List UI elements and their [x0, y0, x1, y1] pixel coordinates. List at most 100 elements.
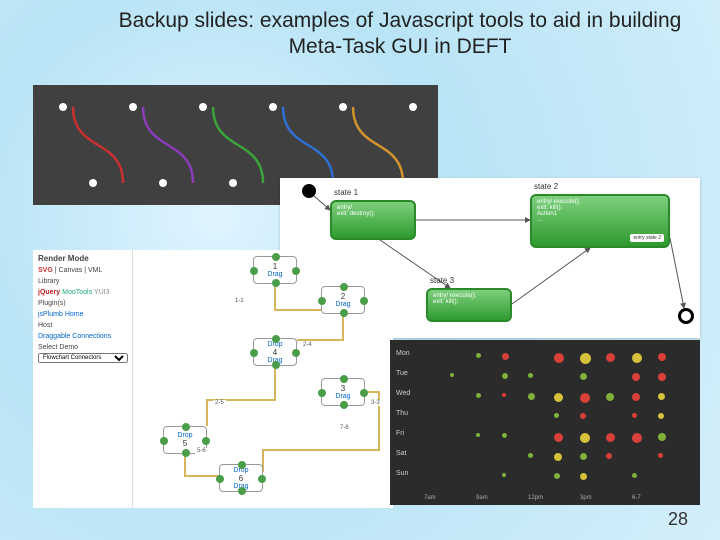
- punch-dot: [502, 353, 509, 360]
- anchor-icon[interactable]: [292, 349, 300, 357]
- jsplumb-node[interactable]: 2Drag: [321, 286, 365, 314]
- punch-dot: [554, 473, 560, 479]
- state-box[interactable]: entry/ execute();exit: kill();: [426, 288, 512, 322]
- anchor-icon[interactable]: [160, 437, 168, 445]
- edge-label: 7-6: [338, 425, 351, 431]
- anchor-icon[interactable]: [340, 309, 348, 317]
- punch-dot: [658, 353, 666, 361]
- anchor-icon[interactable]: [292, 267, 300, 275]
- jsplumb-demo-panel: Render Mode SVG | Canvas | VML Library j…: [33, 250, 393, 508]
- punch-dot: [632, 433, 642, 443]
- drag-label: Drag: [267, 271, 282, 278]
- punch-dot: [658, 453, 663, 458]
- drop-label: Drop: [177, 432, 192, 439]
- punch-dot: [580, 373, 587, 380]
- anchor-icon[interactable]: [360, 297, 368, 305]
- anchor-icon[interactable]: [272, 335, 280, 343]
- punch-dot: [580, 353, 591, 364]
- punch-dot: [658, 373, 666, 381]
- edge-label: 2-4: [301, 342, 314, 348]
- punch-dot: [554, 413, 559, 418]
- anchor-icon[interactable]: [360, 389, 368, 397]
- time-label: 12pm: [528, 495, 543, 501]
- punch-dot: [632, 353, 642, 363]
- jsplumb-node[interactable]: 1Drag: [253, 256, 297, 284]
- punch-dot: [580, 453, 587, 460]
- anchor-icon[interactable]: [318, 297, 326, 305]
- punch-dot: [606, 453, 612, 459]
- node-number: 4: [273, 348, 277, 357]
- day-label: Tue: [396, 370, 408, 377]
- anchor-icon[interactable]: [318, 389, 326, 397]
- punch-dot: [554, 393, 563, 402]
- punch-dot: [528, 393, 535, 400]
- punch-dot: [528, 373, 533, 378]
- day-label: Sat: [396, 450, 407, 457]
- anchor-icon[interactable]: [238, 461, 246, 469]
- punch-dot: [580, 413, 586, 419]
- day-label: Sun: [396, 470, 408, 477]
- anchor-icon[interactable]: [182, 423, 190, 431]
- anchor-icon[interactable]: [272, 361, 280, 369]
- sub-state-button[interactable]: entry state 2: [630, 234, 664, 242]
- punch-dot: [580, 473, 587, 480]
- punch-dot: [632, 393, 640, 401]
- punch-dot: [632, 473, 637, 478]
- anchor-icon[interactable]: [272, 279, 280, 287]
- anchor-icon[interactable]: [182, 449, 190, 457]
- state-box[interactable]: entry/ execute();exit: kill();Action1...…: [530, 194, 670, 248]
- state-label: state 3: [430, 276, 454, 285]
- host-link[interactable]: Draggable Connections: [38, 333, 127, 340]
- time-label: 7am: [424, 495, 436, 501]
- edge-label: 1-1: [233, 298, 246, 304]
- punch-dot: [606, 433, 615, 442]
- anchor-icon[interactable]: [202, 437, 210, 445]
- anchor-icon[interactable]: [272, 253, 280, 261]
- punch-dot: [606, 353, 615, 362]
- plugin-link[interactable]: jsPlumb Home: [38, 311, 127, 318]
- state-box[interactable]: entry/exit: destroy();: [330, 200, 416, 240]
- state-label: state 1: [334, 188, 358, 197]
- anchor-icon[interactable]: [216, 475, 224, 483]
- anchor-icon[interactable]: [340, 401, 348, 409]
- lib-yui3[interactable]: YUI3: [94, 289, 110, 296]
- punch-dot: [658, 393, 665, 400]
- jsplumb-node[interactable]: Drop6Drag: [219, 464, 263, 492]
- page-number: 28: [668, 509, 688, 530]
- day-label: Mon: [396, 350, 410, 357]
- jsplumb-node[interactable]: Drop4Drag: [253, 338, 297, 366]
- edge-label: 2-5: [213, 400, 226, 406]
- library-row: jQuery MooTools YUI3: [38, 289, 127, 296]
- jsplumb-node[interactable]: 3Drag: [321, 378, 365, 406]
- anchor-icon[interactable]: [340, 375, 348, 383]
- render-mode-vml[interactable]: VML: [88, 267, 102, 274]
- start-node: [302, 184, 316, 198]
- end-node: [678, 308, 694, 324]
- render-mode-canvas[interactable]: Canvas: [59, 267, 83, 274]
- anchor-icon[interactable]: [250, 349, 258, 357]
- node-number: 6: [239, 474, 243, 483]
- host-label: Host: [38, 322, 127, 329]
- anchor-icon[interactable]: [258, 475, 266, 483]
- render-mode-row: SVG | Canvas | VML: [38, 267, 127, 274]
- anchor-icon[interactable]: [340, 283, 348, 291]
- punch-dot: [450, 373, 454, 377]
- punch-dot: [476, 433, 480, 437]
- punch-dot: [502, 373, 508, 379]
- punch-dot: [528, 453, 533, 458]
- punch-dot: [554, 453, 562, 461]
- node-number: 3: [341, 384, 345, 393]
- jsplumb-sidebar: Render Mode SVG | Canvas | VML Library j…: [33, 250, 133, 508]
- lib-mootools[interactable]: MooTools: [62, 289, 92, 296]
- day-label: Fri: [396, 430, 404, 437]
- punch-dot: [606, 393, 614, 401]
- slide-title: Backup slides: examples of Javascript to…: [110, 8, 690, 61]
- punch-dot: [476, 393, 481, 398]
- anchor-icon[interactable]: [238, 487, 246, 495]
- punch-dot: [502, 393, 506, 397]
- render-mode-svg[interactable]: SVG: [38, 267, 53, 274]
- anchor-icon[interactable]: [250, 267, 258, 275]
- time-label: 6-7: [632, 495, 641, 501]
- lib-jquery[interactable]: jQuery: [38, 289, 60, 296]
- demo-select[interactable]: Flowchart Connectors: [38, 353, 128, 363]
